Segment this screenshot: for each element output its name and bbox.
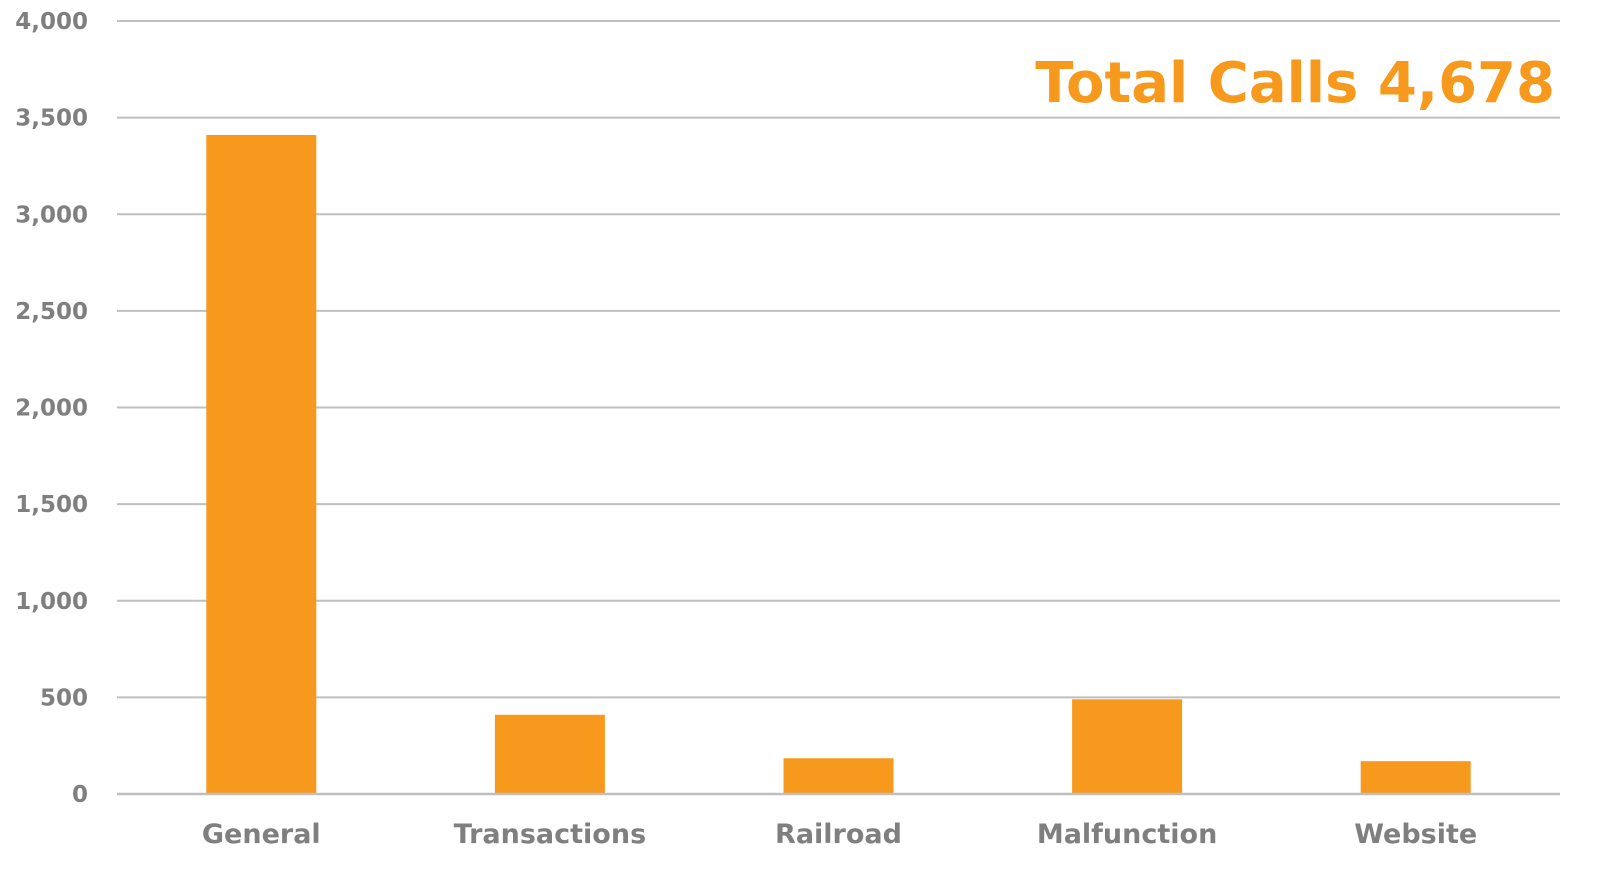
gridlines <box>117 20 1560 699</box>
bars <box>206 135 1471 794</box>
bar-general <box>206 135 317 794</box>
bar-malfunction <box>1072 699 1183 794</box>
y-tick-label: 3,000 <box>15 202 88 228</box>
y-tick-label: 1,500 <box>15 492 88 518</box>
y-tick-label: 2,000 <box>15 396 88 422</box>
y-tick-label: 1,000 <box>15 589 88 615</box>
y-tick-label: 3,500 <box>15 106 88 132</box>
bar-website <box>1360 761 1471 794</box>
y-tick-label: 0 <box>72 782 88 808</box>
x-tick-label-railroad: Railroad <box>775 819 902 850</box>
y-tick-label: 500 <box>40 685 88 711</box>
x-tick-label-general: General <box>202 819 321 850</box>
y-axis-ticks: 0 500 1,000 1,500 2,000 2,500 3,000 3,500 4,000 <box>15 9 88 808</box>
x-axis-labels: General Transactions Railroad Malfunction We… <box>202 819 1477 850</box>
y-tick-label: 4,000 <box>15 9 88 35</box>
x-tick-label-website: Website <box>1354 819 1477 850</box>
x-tick-label-malfunction: Malfunction <box>1037 819 1217 850</box>
bar-transactions <box>494 714 605 794</box>
y-tick-label: 2,500 <box>15 299 88 325</box>
bar-railroad <box>783 758 894 794</box>
chart-title: Total Calls 4,678 <box>1035 51 1555 116</box>
x-tick-label-transactions: Transactions <box>454 819 647 850</box>
